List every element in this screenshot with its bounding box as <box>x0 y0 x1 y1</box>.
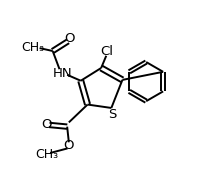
Text: O: O <box>41 118 52 131</box>
Text: O: O <box>64 139 74 152</box>
Text: O: O <box>64 32 75 45</box>
Text: CH₃: CH₃ <box>35 148 58 161</box>
Text: HN: HN <box>53 67 73 80</box>
Text: S: S <box>108 108 116 121</box>
Text: CH₃: CH₃ <box>22 41 45 54</box>
Text: Cl: Cl <box>101 45 114 57</box>
